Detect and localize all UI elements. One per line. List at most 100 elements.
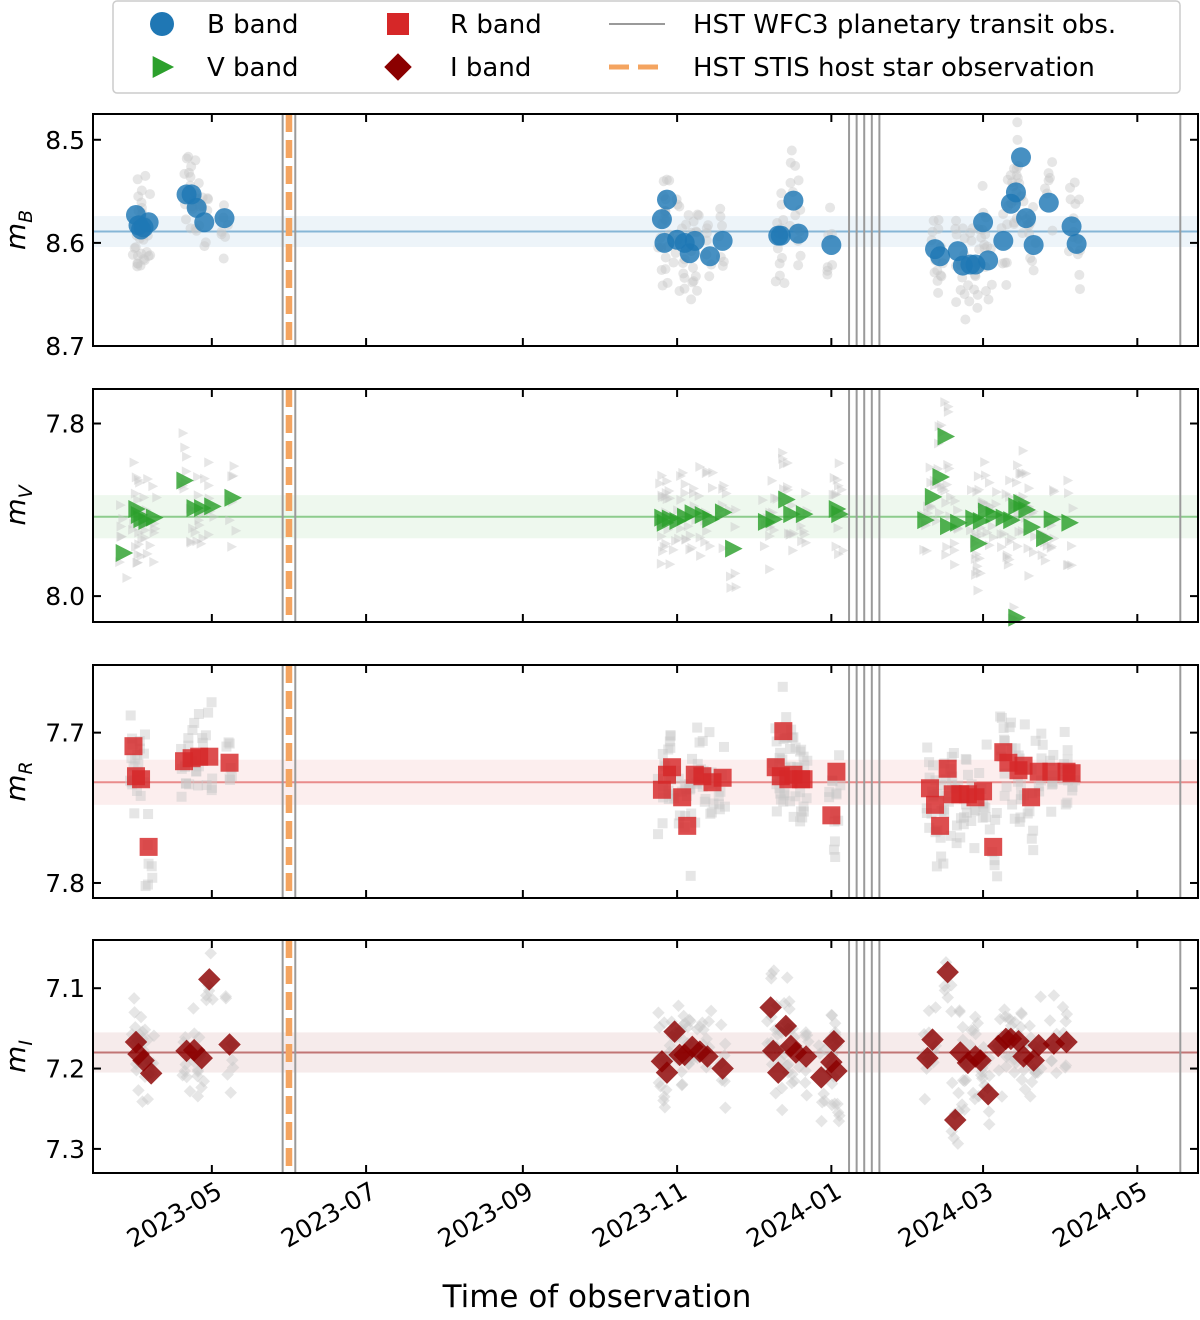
raw-exposure-point: [972, 289, 983, 300]
raw-exposure-point: [832, 474, 843, 485]
raw-exposure-point: [929, 1001, 942, 1014]
raw-exposure-point: [653, 1021, 666, 1034]
raw-exposure-point: [832, 1114, 846, 1128]
raw-exposure-point: [934, 421, 945, 432]
raw-exposure-point: [967, 1023, 980, 1037]
data-point-R: [673, 788, 692, 807]
raw-exposure-point: [1069, 177, 1080, 188]
raw-exposure-point: [1047, 778, 1058, 789]
raw-exposure-point: [1074, 269, 1085, 280]
raw-exposure-point: [957, 223, 968, 234]
raw-exposure-point: [1017, 467, 1028, 478]
raw-exposure-point: [829, 472, 840, 483]
raw-exposure-point: [678, 268, 689, 279]
data-point-B: [651, 209, 672, 230]
raw-exposure-point: [1003, 559, 1014, 570]
raw-exposure-point: [661, 174, 672, 185]
raw-exposure-point: [936, 779, 947, 790]
raw-exposure-point: [1050, 1066, 1063, 1080]
raw-exposure-point: [928, 760, 939, 771]
data-point-I: [969, 1049, 992, 1072]
raw-exposure-point: [983, 294, 994, 305]
raw-exposure-point: [953, 1004, 966, 1017]
data-point-I: [1055, 1030, 1078, 1054]
data-point-I: [936, 960, 959, 984]
raw-exposure-point: [831, 541, 842, 552]
data-point-B: [1023, 234, 1044, 255]
raw-exposure-point: [1017, 1063, 1031, 1077]
data-point-B: [138, 212, 159, 233]
data-point-I: [822, 1029, 846, 1053]
raw-exposure-point: [999, 1010, 1012, 1024]
raw-exposure-point: [933, 287, 944, 298]
raw-exposure-point: [203, 707, 214, 718]
legend-R-marker-icon: [387, 13, 409, 35]
raw-exposure-point: [941, 497, 952, 508]
raw-exposure-point: [772, 218, 783, 229]
raw-exposure-point: [681, 534, 692, 545]
data-point-V: [940, 517, 958, 536]
raw-exposure-point: [1036, 728, 1047, 739]
data-point-R: [124, 737, 143, 756]
y-axis-label-sub: R: [15, 761, 37, 774]
raw-exposure-point: [960, 753, 971, 764]
raw-exposure-point: [688, 216, 699, 227]
raw-exposure-point: [966, 235, 977, 246]
raw-exposure-point: [802, 1035, 815, 1048]
raw-exposure-point: [1014, 1020, 1028, 1034]
data-point-R: [652, 780, 671, 799]
raw-exposure-point: [223, 737, 234, 748]
raw-exposure-point: [936, 481, 947, 492]
raw-exposure-point: [1007, 799, 1018, 810]
raw-exposure-point: [117, 531, 128, 542]
raw-exposure-point: [683, 210, 694, 221]
raw-exposure-point: [179, 168, 190, 179]
raw-exposure-point: [665, 730, 676, 741]
raw-exposure-point: [798, 806, 809, 817]
raw-exposure-point: [692, 285, 703, 296]
raw-exposure-point: [790, 160, 801, 171]
x-tick-label: 2023-09: [433, 1176, 538, 1253]
raw-exposure-point: [918, 1092, 932, 1106]
data-point-I: [190, 1046, 213, 1070]
raw-exposure-point: [1059, 1059, 1073, 1072]
raw-exposure-point: [657, 490, 668, 501]
raw-exposure-point: [1012, 776, 1023, 787]
raw-exposure-point: [718, 1037, 732, 1051]
raw-exposure-point: [692, 758, 703, 769]
data-point-V: [176, 471, 194, 490]
raw-exposure-point: [139, 255, 150, 266]
raw-exposure-point: [981, 739, 992, 750]
raw-exposure-point: [183, 151, 194, 162]
legend-V-label: V band: [207, 53, 298, 83]
raw-exposure-point: [122, 572, 133, 583]
raw-exposure-point: [1064, 488, 1074, 499]
raw-exposure-point: [787, 500, 798, 511]
raw-exposure-point: [938, 984, 952, 997]
raw-exposure-point: [116, 500, 126, 511]
raw-exposure-point: [815, 1114, 828, 1128]
raw-exposure-point: [656, 531, 667, 542]
raw-exposure-point: [779, 790, 790, 801]
raw-exposure-point: [1046, 779, 1057, 790]
raw-exposure-point: [660, 252, 671, 263]
raw-exposure-point: [224, 738, 235, 749]
raw-exposure-point: [686, 294, 697, 305]
raw-exposure-point: [672, 999, 685, 1012]
raw-exposure-point: [116, 521, 127, 532]
raw-exposure-point: [182, 451, 192, 462]
raw-exposure-point: [1023, 543, 1034, 554]
raw-exposure-point: [799, 1064, 812, 1077]
raw-exposure-point: [828, 844, 839, 855]
raw-exposure-point: [676, 494, 687, 505]
panel-I: 7.1 7.2 7.3 mI: [0, 939, 1199, 1174]
raw-exposure-point: [765, 564, 775, 575]
raw-exposure-point: [950, 223, 961, 234]
raw-exposure-point: [830, 851, 841, 862]
data-point-V: [937, 427, 956, 446]
raw-exposure-point: [1012, 117, 1023, 128]
raw-exposure-point: [1045, 755, 1056, 766]
raw-exposure-point: [833, 523, 844, 534]
raw-exposure-point: [1028, 265, 1039, 276]
raw-exposure-point: [972, 561, 983, 572]
